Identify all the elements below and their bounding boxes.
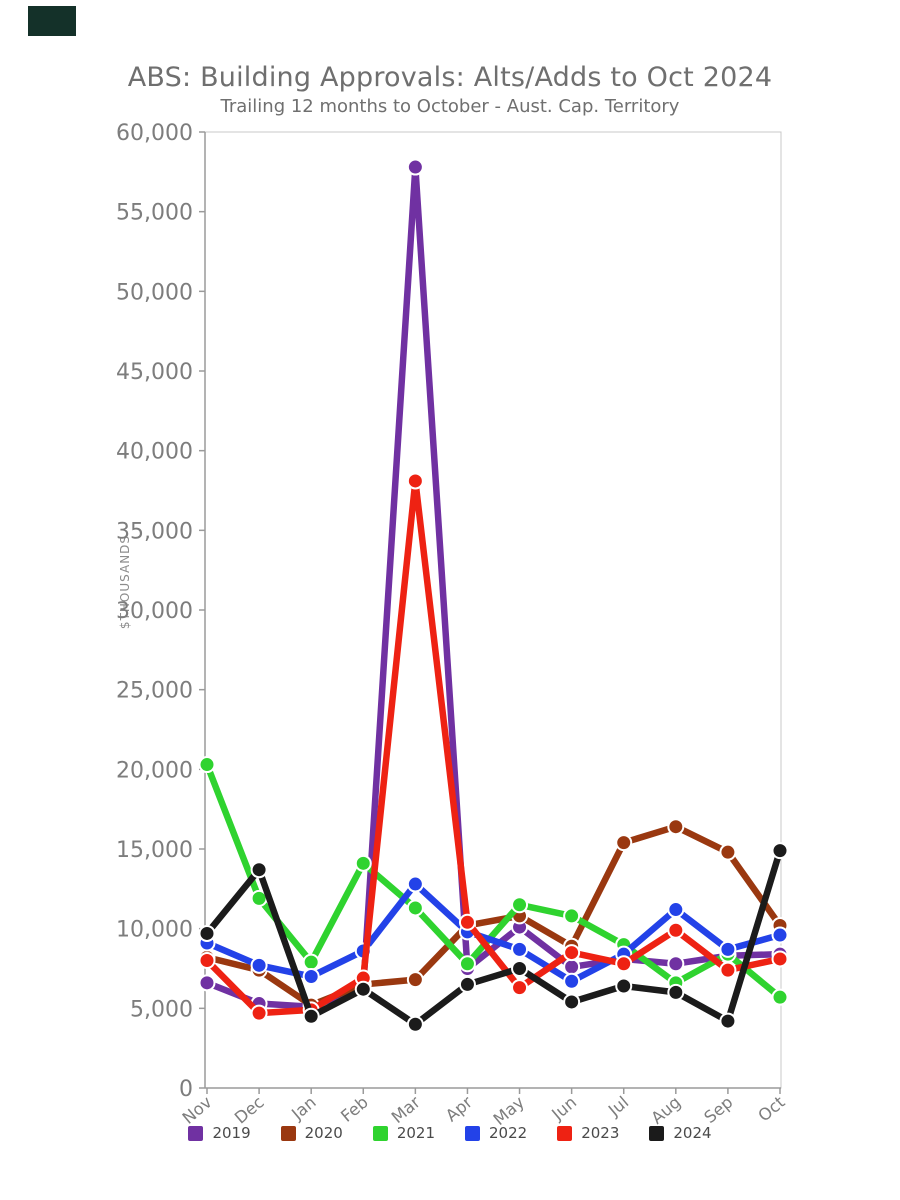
point-2020-Aug — [667, 818, 685, 836]
x-tick-label-Jun: Jun — [547, 1093, 580, 1125]
y-tick-label-50000: 50,000 — [116, 280, 193, 305]
y-tick-label-0: 0 — [179, 1077, 193, 1102]
legend-swatch-2021 — [372, 1125, 388, 1141]
legend-label-2023: 2023 — [581, 1124, 620, 1142]
point-2021-Oct — [771, 988, 789, 1006]
legend-item-2024: 2024 — [649, 1124, 712, 1142]
point-2024-Apr — [458, 975, 476, 993]
point-2024-Feb — [354, 980, 372, 998]
legend-item-2019: 2019 — [188, 1124, 251, 1142]
legend-item-2021: 2021 — [372, 1124, 435, 1142]
point-2024-Jun — [563, 993, 581, 1011]
point-2021-Jan — [302, 953, 320, 971]
legend-label-2020: 2020 — [304, 1124, 343, 1142]
y-tick-label-25000: 25,000 — [116, 679, 193, 704]
series-line-2021 — [203, 761, 784, 1001]
point-2024-Nov — [198, 924, 216, 942]
point-2021-Apr — [458, 955, 476, 973]
legend-label-2019: 2019 — [212, 1124, 251, 1142]
point-2022-Aug — [667, 901, 685, 919]
point-2021-Jun — [563, 907, 581, 925]
point-2021-Feb — [354, 854, 372, 872]
point-2021-Nov — [198, 756, 216, 774]
legend-label-2022: 2022 — [489, 1124, 528, 1142]
point-2019-Nov — [198, 974, 216, 992]
x-tick-label-Aug: Aug — [647, 1093, 684, 1128]
y-tick-label-15000: 15,000 — [116, 838, 193, 863]
point-2023-Dec — [250, 1004, 268, 1022]
point-2023-Mar — [406, 472, 424, 490]
point-2024-Mar — [406, 1015, 424, 1033]
legend-label-2021: 2021 — [396, 1124, 435, 1142]
point-2020-Mar — [406, 971, 424, 989]
series-line-2024 — [203, 847, 784, 1028]
point-2022-Oct — [771, 926, 789, 944]
legend-item-2023: 2023 — [557, 1124, 619, 1142]
x-tick-label-Oct: Oct — [755, 1092, 789, 1125]
point-2023-Jul — [615, 955, 633, 973]
chart-subtitle: Trailing 12 months to October - Aust. Ca… — [220, 96, 680, 117]
x-tick-label-Feb: Feb — [337, 1093, 372, 1126]
chart-title: ABS: Building Approvals: Alts/Adds to Oc… — [127, 62, 773, 93]
y-tick-label-60000: 60,000 — [116, 121, 193, 146]
series-line-2022 — [203, 880, 784, 985]
point-2020-Sep — [719, 843, 737, 861]
point-2024-Dec — [250, 861, 268, 879]
point-2024-Sep — [719, 1012, 737, 1030]
point-2021-Mar — [406, 899, 424, 917]
point-2019-Mar — [406, 158, 424, 176]
point-2022-Jun — [563, 972, 581, 990]
point-2021-May — [511, 896, 529, 914]
point-2023-Oct — [771, 950, 789, 968]
y-tick-label-35000: 35,000 — [116, 519, 193, 544]
point-2019-Jun — [563, 958, 581, 976]
point-2024-Jan — [302, 1007, 320, 1025]
point-2023-May — [511, 979, 529, 997]
x-tick-label-Apr: Apr — [442, 1092, 476, 1125]
legend-item-2020: 2020 — [280, 1124, 343, 1142]
point-2022-Sep — [719, 940, 737, 958]
point-2023-Aug — [667, 921, 685, 939]
legend-swatch-2022 — [465, 1125, 480, 1141]
series-line-2023 — [203, 477, 784, 1017]
point-2023-Apr — [458, 913, 476, 931]
point-2020-Jul — [615, 834, 633, 852]
x-tick-label-Dec: Dec — [231, 1093, 268, 1128]
point-2022-Dec — [250, 956, 268, 974]
point-2023-Jun — [563, 944, 581, 962]
point-2024-Jul — [615, 977, 633, 995]
point-2022-Jan — [302, 967, 320, 985]
y-tick-label-40000: 40,000 — [116, 440, 193, 465]
series-line-2019 — [203, 163, 784, 1010]
x-tick-label-Jul: Jul — [604, 1093, 632, 1121]
legend-swatch-2023 — [557, 1125, 573, 1141]
point-2019-Aug — [667, 955, 685, 973]
chart-legend: 2019 2020 2021 2022 2023 2024 — [0, 1124, 900, 1142]
legend-swatch-2019 — [188, 1125, 204, 1141]
point-2023-Nov — [198, 952, 216, 970]
legend-swatch-2024 — [649, 1125, 665, 1141]
legend-label-2024: 2024 — [673, 1124, 712, 1142]
y-tick-label-55000: 55,000 — [116, 201, 193, 226]
y-tick-label-10000: 10,000 — [116, 918, 193, 943]
point-2024-Oct — [771, 842, 789, 860]
point-2022-Mar — [406, 875, 424, 893]
y-tick-label-5000: 5,000 — [130, 997, 193, 1022]
legend-item-2022: 2022 — [465, 1124, 527, 1142]
y-tick-label-45000: 45,000 — [116, 360, 193, 385]
legend-swatch-2020 — [280, 1125, 296, 1141]
corner-logo-box — [28, 6, 76, 36]
point-2022-May — [511, 940, 529, 958]
y-tick-label-30000: 30,000 — [116, 599, 193, 624]
x-tick-label-Jan: Jan — [287, 1093, 319, 1125]
point-2024-May — [511, 960, 529, 977]
y-tick-label-20000: 20,000 — [116, 758, 193, 783]
x-tick-label-Mar: Mar — [388, 1092, 424, 1127]
point-2023-Sep — [719, 961, 737, 979]
point-2024-Aug — [667, 983, 685, 1001]
x-tick-label-Sep: Sep — [700, 1093, 736, 1128]
